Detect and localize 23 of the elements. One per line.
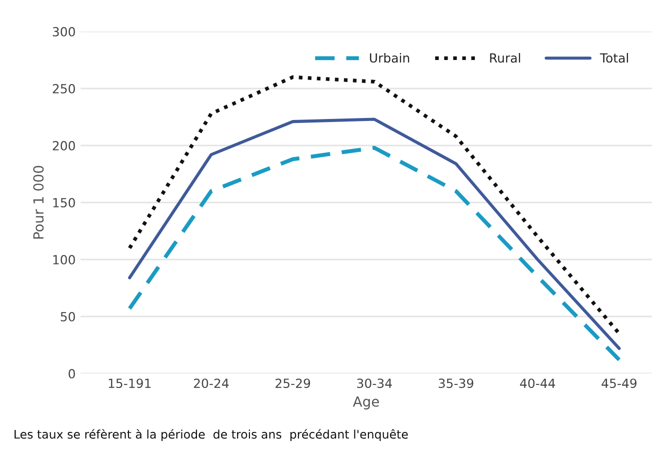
y-tick-label: 200	[52, 140, 75, 150]
x-tick-label: 40-44	[520, 378, 556, 388]
text: Les taux se réfèrent à la période de trois ans précédant l'enquête	[14, 429, 408, 441]
x-axis-title: Age	[352, 396, 379, 410]
line-series	[128, 118, 621, 350]
x-tick-label: 25-29	[276, 378, 310, 388]
y-tick-label: 150	[53, 198, 75, 208]
y-tick-label: 100	[53, 254, 75, 264]
x-tick-label: 15-191	[108, 378, 151, 388]
legend-label: Total	[600, 53, 628, 63]
y-tick-label: 300	[52, 26, 75, 36]
y-tick-label: 250	[52, 84, 75, 94]
x-tick-label: 30-34	[357, 378, 392, 388]
y-tick-label: 0	[68, 368, 75, 378]
line-series	[128, 146, 622, 362]
y-axis-title: Pour 1 000	[33, 166, 44, 239]
x-tick-label: 20-24	[194, 378, 229, 388]
x-tick-label: 45-49	[602, 378, 636, 388]
legend-label: Urbain	[370, 53, 410, 63]
y-tick-label: 50	[60, 312, 75, 322]
legend-label: Rural	[490, 53, 520, 63]
x-tick-label: 35-39	[438, 378, 474, 388]
line-series	[128, 75, 622, 336]
